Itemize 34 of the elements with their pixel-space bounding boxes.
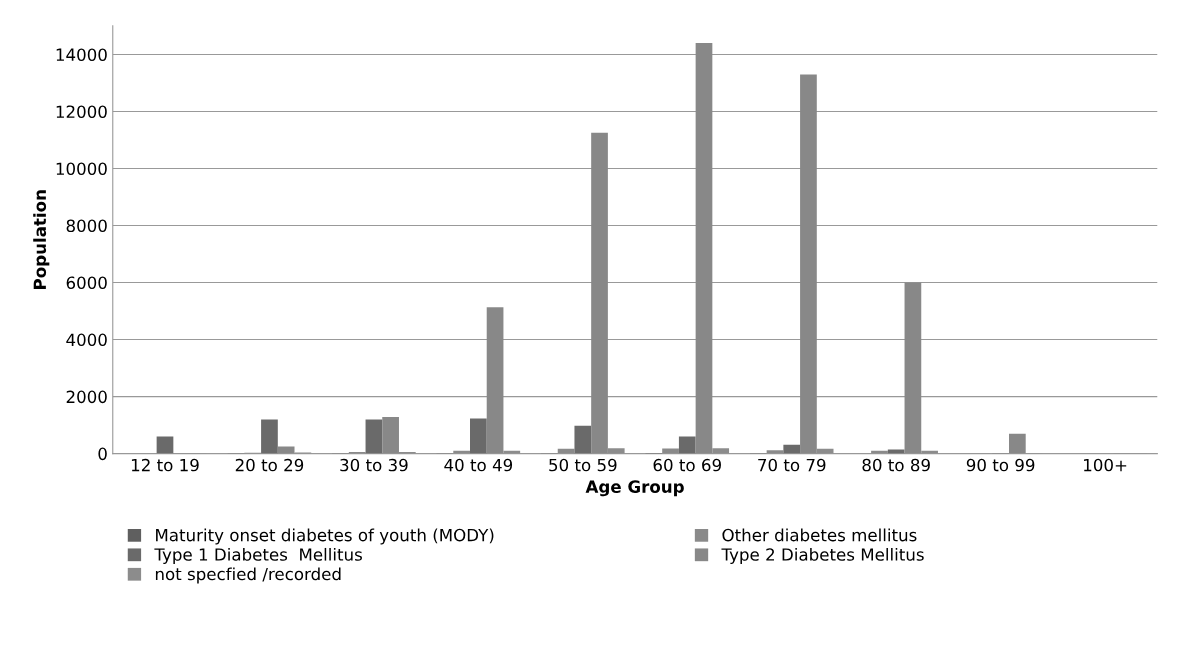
x-axis-title: Age Group [585, 480, 684, 497]
legend-label: Other diabetes mellitus [722, 528, 917, 542]
y-tick-label: 8000 [66, 219, 107, 233]
y-tick-label: 10000 [56, 162, 107, 176]
x-tick-label: 12 to 19 [131, 458, 199, 472]
legend-label: Type 2 Diabetes Mellitus [721, 547, 924, 565]
y-tick-label: 6000 [66, 276, 107, 290]
bar [261, 419, 278, 454]
bar [783, 444, 801, 454]
bar [365, 419, 383, 454]
x-tick-label: 80 to 89 [862, 458, 930, 472]
x-tick-label: 90 to 99 [966, 458, 1035, 472]
bar [574, 425, 592, 454]
bar [678, 436, 696, 454]
legend-label: Maturity onset diabetes of youth (MODY) [156, 528, 494, 545]
x-tick-label: 70 to 79 [758, 458, 826, 472]
x-tick-label: 60 to 69 [653, 458, 721, 472]
x-tick-label: 40 to 49 [444, 458, 513, 472]
y-tick-label: 4000 [66, 333, 107, 347]
bar [1009, 433, 1026, 454]
legend-label: not specfied /recorded [155, 567, 341, 584]
y-axis-title: Population [33, 190, 50, 289]
y-tick-label: 0 [98, 447, 107, 461]
x-tick-label: 20 to 29 [235, 458, 304, 472]
x-tick-label: 100+ [1084, 458, 1127, 472]
legend-label: Type 1 Diabetes Mellitus [154, 547, 362, 565]
bar [156, 436, 174, 454]
y-tick-label: 14000 [56, 48, 107, 61]
x-tick-label: 30 to 39 [340, 458, 408, 472]
x-tick-label: 50 to 59 [549, 458, 617, 472]
y-tick-label: 2000 [66, 390, 107, 404]
bar [470, 418, 487, 454]
y-tick-label: 12000 [56, 105, 107, 119]
bar [662, 448, 679, 454]
